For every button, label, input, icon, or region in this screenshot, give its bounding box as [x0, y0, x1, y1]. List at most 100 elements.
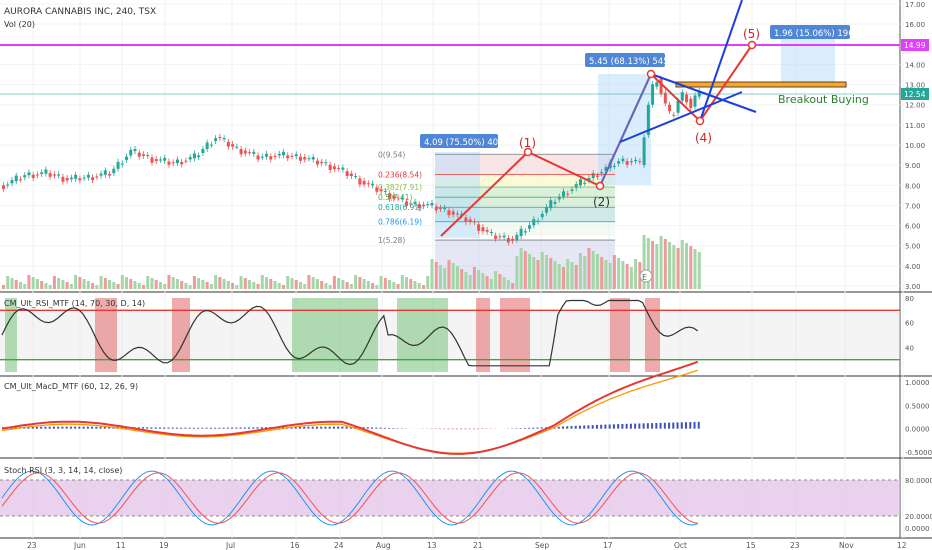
- macd-histogram-bar: [583, 425, 586, 429]
- rsi-zone: [172, 298, 190, 372]
- measure-label-3: 1.96 (15.06%) 196: [774, 29, 854, 39]
- volume-bar: [214, 275, 218, 289]
- candle-body: [307, 158, 311, 160]
- stoch-axis-tick: 20.0000: [905, 513, 932, 521]
- rsi-zone: [95, 298, 117, 372]
- candle-body: [188, 157, 192, 160]
- volume-bar: [536, 260, 540, 289]
- macd-histogram-bar: [375, 427, 378, 429]
- macd-signal-line: [1, 369, 699, 454]
- volume-bar: [422, 285, 425, 289]
- volume-bar: [680, 240, 684, 289]
- volume-bar: [587, 248, 591, 289]
- fib-label: 0.382(7.91): [378, 183, 422, 192]
- volume-bar: [600, 257, 604, 289]
- rsi-zone: [500, 298, 530, 372]
- fib-label: 0.5(7.41): [378, 193, 413, 202]
- candle-body: [396, 197, 400, 199]
- candle-body: [52, 174, 56, 176]
- stoch-d-line: [1, 472, 698, 524]
- macd-histogram-bar: [570, 426, 573, 429]
- time-axis-tick: 13: [427, 541, 437, 550]
- candle-body: [214, 138, 218, 141]
- volume-bar: [540, 252, 544, 289]
- candle-body: [86, 174, 90, 178]
- volume-bar: [438, 265, 442, 289]
- macd-histogram-bar: [209, 427, 212, 429]
- macd-histogram-bar: [298, 426, 301, 429]
- trendline-blue-2: [650, 73, 757, 113]
- volume-bar: [464, 272, 468, 289]
- macd-histogram-bar: [328, 426, 331, 429]
- volume-bar: [163, 284, 167, 289]
- volume-bar: [180, 281, 184, 289]
- macd-histogram-bar: [540, 427, 543, 429]
- macd-histogram-bar: [171, 427, 174, 429]
- fib-label: 1(5.28): [378, 236, 405, 245]
- time-axis-tick: 19: [159, 541, 169, 550]
- candle-body: [154, 159, 158, 162]
- volume-bar: [125, 277, 129, 289]
- candle-body: [434, 206, 438, 211]
- volume-bar: [451, 263, 455, 289]
- price-axis-tick: 17.00: [905, 1, 925, 9]
- candle-body: [447, 210, 451, 216]
- candle-body: [294, 154, 298, 157]
- volume-label: Vol (20): [4, 20, 35, 29]
- candle-body: [383, 190, 387, 192]
- volume-bar: [341, 280, 345, 289]
- price-axis-tick: 10.00: [905, 142, 925, 150]
- volume-bar: [562, 267, 565, 289]
- wave-5-point: [747, 40, 757, 50]
- volume-bar: [298, 282, 302, 289]
- macd-histogram-bar: [91, 426, 94, 429]
- macd-histogram-bar: [680, 422, 683, 429]
- candle-body: [201, 149, 205, 154]
- time-axis[interactable]: 23 Jun 11 19 Jul 16 24 Aug 13 21 Sep 17 Oct 15 23 Nov 12: [27, 541, 907, 550]
- macd-histogram-bar: [311, 426, 314, 429]
- volume-bar: [235, 285, 239, 289]
- rsi-axis-tick: 40: [905, 344, 914, 352]
- macd-histogram-bar: [562, 426, 564, 429]
- candle-body: [405, 201, 409, 206]
- volume-bar: [120, 275, 124, 289]
- candle-body: [345, 171, 349, 177]
- volume-bar: [324, 283, 328, 289]
- volume-bar: [655, 244, 659, 289]
- macd-histogram-bar: [222, 427, 225, 429]
- candle-body: [443, 207, 447, 210]
- price-axis[interactable]: 17.0016.0015.0014.0013.0012.0011.0010.00…: [905, 1, 932, 533]
- candle-body: [328, 164, 332, 170]
- candle-body: [676, 100, 680, 113]
- candle-body: [566, 193, 570, 195]
- macd-histogram-bar: [82, 426, 85, 429]
- macd-histogram-bar: [231, 427, 234, 429]
- macd-histogram-bar: [31, 426, 34, 429]
- macd-histogram-bar: [146, 427, 149, 429]
- macd-histogram-bar: [566, 426, 569, 429]
- volume-bar: [413, 281, 417, 289]
- volume-bar: [371, 283, 375, 289]
- volume-bar: [659, 236, 663, 289]
- volume-bar: [358, 277, 362, 289]
- macd-axis-tick: -0.5000: [905, 449, 932, 457]
- volume-bar: [290, 278, 294, 289]
- volume-bar: [218, 277, 222, 289]
- candle-body: [515, 234, 519, 240]
- volume-bar: [646, 238, 650, 289]
- volume-bar: [74, 275, 78, 289]
- candle-body: [354, 176, 358, 178]
- breakout-zone: [675, 81, 847, 88]
- macd-histogram-bar: [604, 424, 607, 429]
- price-axis-tick: 9.00: [905, 162, 921, 170]
- candle-body: [379, 189, 383, 192]
- candle-body: [78, 178, 82, 181]
- volume-bar: [188, 285, 192, 289]
- candle-body: [23, 175, 27, 178]
- macd-histogram-bar: [184, 427, 187, 429]
- candle-body: [604, 167, 608, 171]
- earnings-marker[interactable]: [639, 269, 653, 283]
- macd-histogram-bar: [464, 428, 467, 430]
- volume-bar: [489, 279, 493, 289]
